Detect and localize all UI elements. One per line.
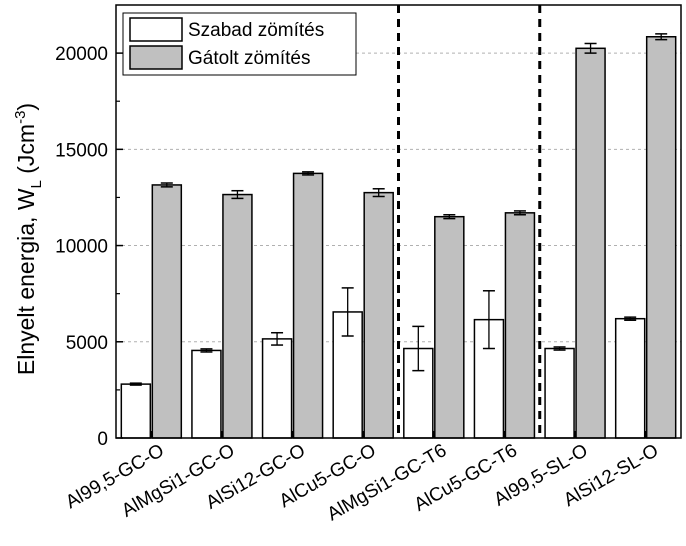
- bar-gatolt: [363, 191, 394, 439]
- bar-gatolt: [504, 212, 536, 439]
- legend: Szabad zömítés Gátolt zömítés: [122, 12, 357, 76]
- bar-szabad: [261, 338, 293, 439]
- legend-label: Szabad zömítés: [188, 20, 324, 41]
- y-tick-label: 15000: [55, 140, 108, 161]
- bar-gatolt: [222, 193, 253, 439]
- y-tick-label: 10000: [55, 237, 108, 258]
- bar-szabad: [614, 317, 646, 439]
- bar-szabad: [120, 383, 152, 439]
- y-axis-label: Elnyelt energia, WL (Jcm-3): [12, 103, 45, 375]
- legend-swatch: [129, 45, 183, 70]
- error-bars: [129, 33, 668, 386]
- bars: [120, 36, 677, 439]
- y-tick-label: 0: [97, 429, 108, 450]
- plot-frame: [115, 4, 682, 439]
- bar-gatolt: [151, 184, 183, 439]
- x-axis: Al99,5-GC-OAlMgSi1-GC-OAlSi12-GC-OAlCu5-…: [62, 431, 662, 525]
- legend-label: Gátolt zömítés: [188, 48, 311, 69]
- bar-gatolt: [645, 36, 677, 439]
- bar-gatolt: [292, 172, 324, 439]
- bar-szabad: [191, 349, 222, 439]
- bar-gatolt: [575, 47, 606, 439]
- x-tick-label: AlMgSi1-GC-T6: [324, 440, 451, 525]
- y-axis: 0 5000 10000 15000 20000: [55, 44, 123, 450]
- bar-szabad: [544, 347, 575, 439]
- y-tick-label: 20000: [55, 44, 108, 65]
- bar-gatolt: [434, 215, 465, 439]
- bar-szabad: [403, 347, 434, 439]
- legend-swatch: [129, 17, 183, 42]
- group-separators: [397, 5, 542, 438]
- y-tick-label: 5000: [66, 333, 108, 354]
